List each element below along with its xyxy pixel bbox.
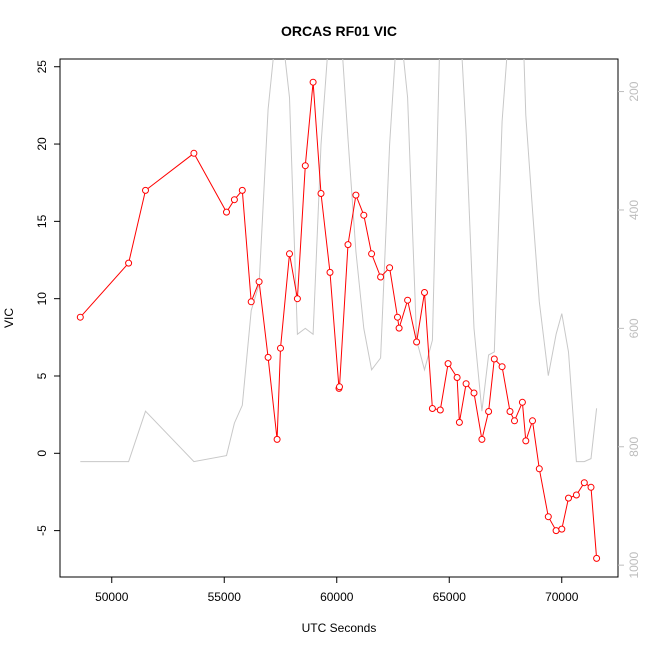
vic-point [142,186,149,194]
vic-point [317,190,325,197]
vic-point [301,162,309,170]
x-axis: 50000 55000 60000 65000 70000 [95,577,579,604]
vic-point [223,208,230,216]
vic-point [490,355,498,363]
y-axis-label: VIC [2,308,16,328]
vic-point [580,479,588,487]
vic-point [190,149,198,157]
y-axis: -5 0 5 10 15 20 25 [35,60,60,536]
vic-point [277,344,284,352]
y-tick-label: 15 [35,214,49,228]
x-axis-label: UTC Seconds [302,621,377,635]
vic-point [485,408,493,415]
vic-point [565,494,572,502]
vic-point [498,363,506,371]
vic-point [552,527,560,535]
vic-point [386,264,394,272]
vic-point [336,383,343,391]
vic-point [255,278,263,286]
vic-point [76,313,84,321]
y2-tick-label: 200 [627,81,641,101]
y-tick-label: 10 [35,292,49,306]
y2-tick-label: 400 [627,200,641,220]
vic-line [79,82,598,559]
vic-point [421,289,428,296]
vic-point [293,295,301,303]
vic-point [309,78,317,86]
x-tick-label: 60000 [320,590,354,604]
vic-point [368,250,376,258]
right-axis-series [80,59,598,463]
vic-point [478,435,486,443]
x-tick-label: 55000 [208,590,242,604]
y2-tick-label: 1000 [627,552,641,579]
vic-point [436,406,444,414]
vic-point [544,513,552,521]
y-tick-label: 25 [35,60,49,74]
vic-point [125,259,133,267]
y2-tick-label: 800 [627,436,641,456]
vic-point [273,435,281,443]
vic-series [76,78,601,562]
y-tick-label: -5 [35,525,49,536]
vic-point [470,389,478,397]
vic-point [522,437,530,445]
x-tick-label: 70000 [545,590,579,604]
vic-point [264,353,272,361]
vic-point [529,417,536,425]
vic-point [558,525,566,533]
vic-point [404,296,412,304]
vic-point [395,324,403,332]
vic-point [511,417,518,425]
x-tick-label: 65000 [433,590,467,604]
vic-point [453,374,461,381]
vic-point [593,554,601,562]
y-tick-label: 0 [35,450,49,457]
vic-point [535,465,543,473]
right-y-axis: 200 400 600 800 1000 [618,81,641,579]
vic-point [326,268,334,276]
y-tick-label: 5 [35,372,49,379]
y2-tick-label: 600 [627,318,641,338]
vic-point [394,313,401,321]
right-axis-line [80,59,598,463]
vic-point [444,360,452,368]
vic-point [247,298,255,306]
vic-point [413,338,421,346]
x-tick-label: 50000 [95,590,129,604]
vic-point [506,408,514,415]
vic-point [518,398,526,406]
vic-point [344,241,352,249]
vic-point [360,211,368,219]
vic-point [377,273,385,281]
vic-point [352,191,360,199]
y-tick-label: 20 [35,137,49,151]
plot-frame [59,58,619,578]
vic-point [230,196,238,204]
vic-point [462,380,470,388]
vic-point [572,491,580,499]
vic-point [238,186,246,194]
chart-title: ORCAS RF01 VIC [281,23,397,39]
vic-point [428,405,436,412]
vic-point [286,250,293,258]
vic-point [455,418,463,426]
vic-point [587,483,595,491]
